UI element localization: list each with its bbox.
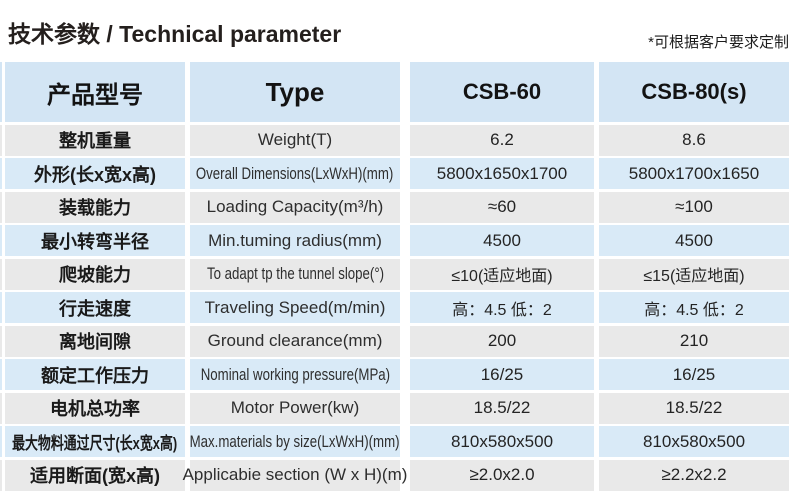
row-label-cn: 最小转弯半径 [5, 225, 185, 256]
csb60-value: 4500 [410, 225, 594, 256]
column-header-label: 产品型号 [47, 81, 143, 109]
csb60-value: ≈60 [410, 191, 594, 223]
csb60-value: ≥2.0x2.0 [410, 459, 594, 491]
csb80-value: 16/25 [599, 359, 789, 390]
csb80-value: 210 [599, 325, 789, 357]
sliver-segment [0, 124, 2, 156]
table-row-applicable-section: 适用断面(宽x高) Applicabie section (W x H)(m) … [5, 459, 789, 491]
sliver-segment [0, 359, 2, 390]
row-label-en: Nominal working pressure(MPa) [190, 359, 400, 390]
sliver-segment [0, 191, 2, 223]
sliver-segment [0, 225, 2, 256]
column-header-label: CSB-60 [462, 79, 542, 104]
table-row-weight: 整机重量 Weight(T) 6.2 8.6 [5, 124, 789, 156]
row-label-en: Max.materials by size(LxWxH)(mm) [190, 426, 400, 457]
row-label-en: Applicabie section (W x H)(m) [183, 459, 407, 491]
row-label-cn: 适用断面(宽x高) [5, 459, 185, 491]
column-header-csb-60: CSB-60 [410, 62, 594, 122]
page-title: 技术参数 / Technical parameter [8, 21, 342, 47]
csb60-value: 200 [410, 325, 594, 357]
row-label-cn: 装载能力 [5, 191, 185, 223]
row-label-en: Loading Capacity(m³/h) [190, 191, 400, 223]
table-row-ground-clearance: 离地间隙 Ground clearance(mm) 200 210 [5, 325, 789, 357]
csb80-value: 4500 [599, 225, 789, 256]
sliver-segment [0, 258, 2, 290]
csb60-value: 16/25 [410, 359, 594, 390]
row-label-en: Min.tuming radius(mm) [190, 225, 400, 256]
row-label-cn: 整机重量 [5, 124, 185, 156]
table-row-motor-power: 电机总功率 Motor Power(kw) 18.5/22 18.5/22 [5, 392, 789, 424]
csb80-value: 高：4.5 低：2 [599, 292, 789, 323]
row-label-en: Traveling Speed(m/min) [190, 292, 400, 323]
sliver-segment [0, 426, 2, 457]
table-row-max-material-size: 最大物料通过尺寸(长x宽x高) Max.materials by size(Lx… [5, 426, 789, 457]
column-header-product-model: 产品型号 [5, 62, 185, 122]
csb60-value: ≤10(适应地面) [410, 258, 594, 290]
row-label-en: Overall Dimensions(LxWxH)(mm) [190, 158, 400, 189]
row-label-en: Ground clearance(mm) [190, 325, 400, 357]
sliver-segment [0, 292, 2, 323]
sliver-segment [0, 62, 2, 122]
table-edge-sliver [0, 62, 2, 493]
row-label-en: Weight(T) [190, 124, 400, 156]
csb80-value: 18.5/22 [599, 392, 789, 424]
table-row-nominal-working-pressure: 额定工作压力 Nominal working pressure(MPa) 16/… [5, 359, 789, 390]
csb80-value: ≈100 [599, 191, 789, 223]
sliver-segment [0, 392, 2, 424]
sliver-segment [0, 459, 2, 491]
table-row-min-turning-radius: 最小转弯半径 Min.tuming radius(mm) 4500 4500 [5, 225, 789, 256]
column-header-type: Type [190, 62, 400, 122]
csb60-value: 6.2 [410, 124, 594, 156]
column-header-label: CSB-80(s) [641, 79, 747, 104]
csb60-value: 5800x1650x1700 [410, 158, 594, 189]
customization-note: *可根据客户要求定制 [648, 34, 789, 51]
row-label-cn: 行走速度 [5, 292, 185, 323]
csb80-value: 5800x1700x1650 [599, 158, 789, 189]
csb80-value: ≤15(适应地面) [599, 258, 789, 290]
row-label-cn: 电机总功率 [5, 392, 185, 424]
row-label-en: Motor Power(kw) [190, 392, 400, 424]
title-bar: 技术参数 / Technical parameter *可根据客户要求定制 [0, 0, 800, 60]
column-header-csb-80s: CSB-80(s) [599, 62, 789, 122]
csb60-value: 高：4.5 低：2 [410, 292, 594, 323]
technical-parameter-table: 产品型号 Type CSB-60 CSB-80(s) 整机重量 Weight(T… [5, 62, 789, 493]
row-label-cn: 离地间隙 [5, 325, 185, 357]
row-label-cn: 额定工作压力 [5, 359, 185, 390]
table-row-traveling-speed: 行走速度 Traveling Speed(m/min) 高：4.5 低：2 高：… [5, 292, 789, 323]
row-label-cn: 最大物料通过尺寸(长x宽x高) [5, 426, 185, 457]
csb60-value: 810x580x500 [410, 426, 594, 457]
sliver-segment [0, 158, 2, 189]
sliver-segment [0, 325, 2, 357]
csb80-value: 8.6 [599, 124, 789, 156]
column-header-label: Type [265, 76, 325, 107]
csb60-value: 18.5/22 [410, 392, 594, 424]
table-row-loading-capacity: 装载能力 Loading Capacity(m³/h) ≈60 ≈100 [5, 191, 789, 223]
row-label-en: To adapt tp the tunnel slope(°) [190, 258, 400, 290]
csb80-value: ≥2.2x2.2 [599, 459, 789, 491]
csb80-value: 810x580x500 [599, 426, 789, 457]
row-label-cn: 外形(长x宽x高) [5, 158, 185, 189]
table-row-slope-ability: 爬坡能力 To adapt tp the tunnel slope(°) ≤10… [5, 258, 789, 290]
row-label-cn: 爬坡能力 [5, 258, 185, 290]
table-row-overall-dimensions: 外形(长x宽x高) Overall Dimensions(LxWxH)(mm) … [5, 158, 789, 189]
table-header-row: 产品型号 Type CSB-60 CSB-80(s) [5, 62, 789, 122]
